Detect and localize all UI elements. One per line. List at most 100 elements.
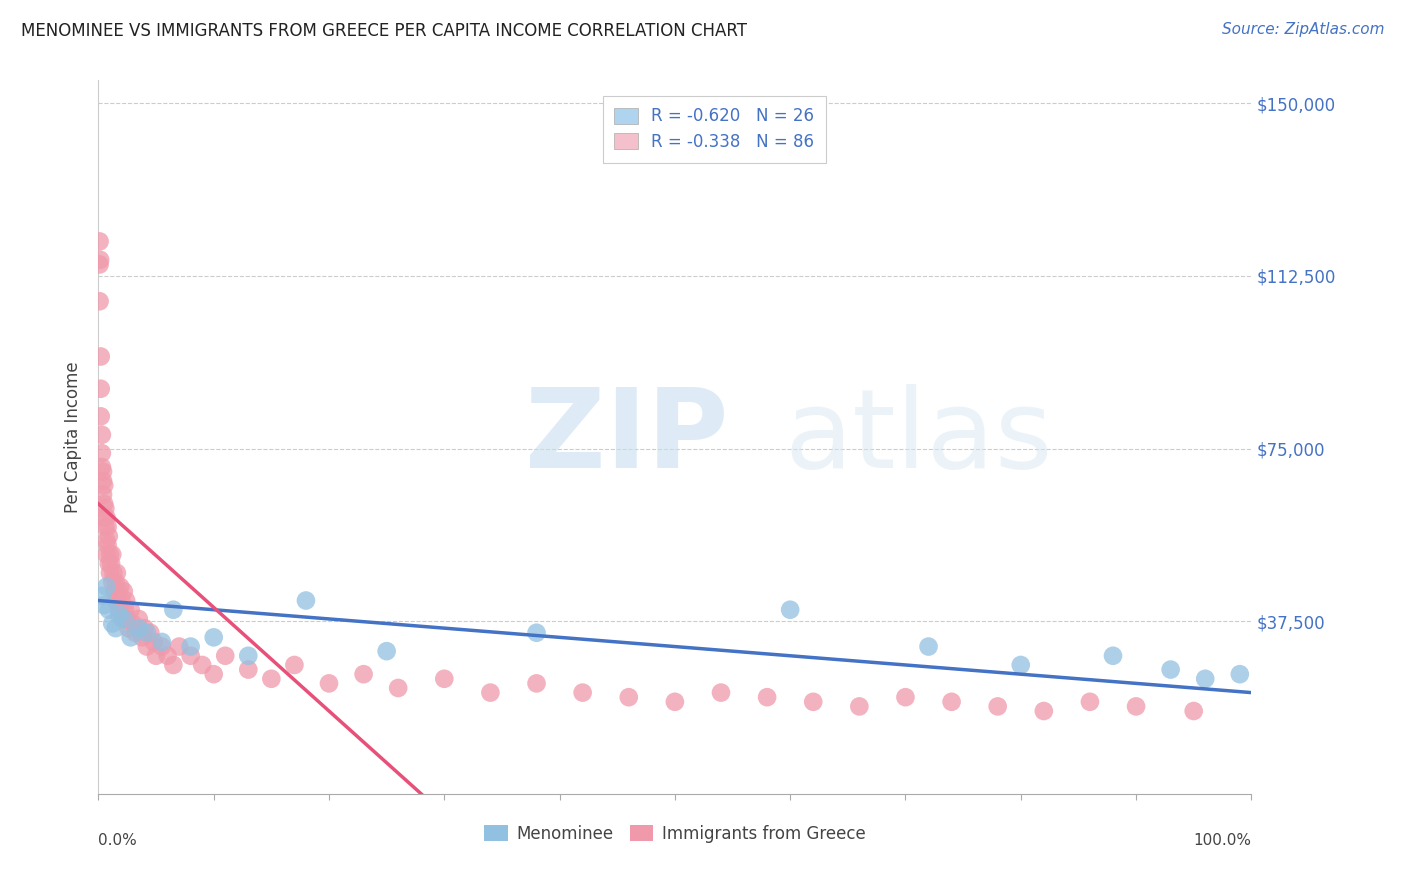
Point xyxy=(93,478,115,492)
Point xyxy=(104,593,127,607)
Point xyxy=(987,699,1010,714)
Point xyxy=(117,621,139,635)
Point xyxy=(112,612,135,626)
Point xyxy=(135,625,157,640)
Point xyxy=(97,529,120,543)
Point xyxy=(90,460,112,475)
Point xyxy=(142,635,165,649)
Point xyxy=(571,685,593,699)
Point xyxy=(90,427,112,442)
Point xyxy=(97,520,120,534)
Point xyxy=(101,548,124,562)
Point xyxy=(97,603,120,617)
Point xyxy=(128,621,150,635)
Text: ZIP: ZIP xyxy=(524,384,728,491)
Point xyxy=(100,557,122,571)
Point xyxy=(96,510,118,524)
Point xyxy=(91,465,114,479)
Point xyxy=(941,695,963,709)
Point xyxy=(617,690,640,705)
Point xyxy=(103,566,125,580)
Point xyxy=(1229,667,1251,681)
Point xyxy=(98,548,121,562)
Point xyxy=(162,657,184,672)
Point xyxy=(779,603,801,617)
Point xyxy=(917,640,939,654)
Text: 100.0%: 100.0% xyxy=(1194,833,1251,848)
Point xyxy=(145,648,167,663)
Point xyxy=(162,603,184,617)
Point xyxy=(387,681,409,695)
Point xyxy=(214,648,236,663)
Point xyxy=(108,603,131,617)
Point xyxy=(90,446,112,460)
Point xyxy=(260,672,283,686)
Point xyxy=(117,612,139,626)
Point xyxy=(107,584,129,599)
Point xyxy=(104,575,127,590)
Point xyxy=(353,667,375,681)
Point xyxy=(150,640,173,654)
Point xyxy=(108,607,131,622)
Point xyxy=(110,580,132,594)
Point xyxy=(112,584,135,599)
Point xyxy=(134,621,156,635)
Point xyxy=(1125,699,1147,714)
Text: atlas: atlas xyxy=(785,384,1053,491)
Point xyxy=(96,580,118,594)
Point xyxy=(101,616,124,631)
Point xyxy=(103,584,125,599)
Point xyxy=(180,648,202,663)
Point xyxy=(180,640,202,654)
Point xyxy=(94,520,117,534)
Point xyxy=(128,612,150,626)
Point xyxy=(93,598,115,612)
Point xyxy=(89,252,111,267)
Point xyxy=(150,635,173,649)
Text: Source: ZipAtlas.com: Source: ZipAtlas.com xyxy=(1222,22,1385,37)
Point xyxy=(114,603,136,617)
Point xyxy=(90,409,112,424)
Point xyxy=(238,648,260,663)
Point xyxy=(191,657,214,672)
Point xyxy=(1182,704,1205,718)
Point xyxy=(1032,704,1054,718)
Point xyxy=(89,294,111,309)
Point xyxy=(110,593,132,607)
Point xyxy=(894,690,917,705)
Point xyxy=(664,695,686,709)
Point xyxy=(97,538,120,552)
Point xyxy=(156,648,179,663)
Point xyxy=(202,631,225,645)
Point xyxy=(1078,695,1101,709)
Point xyxy=(848,699,870,714)
Point xyxy=(1102,648,1125,663)
Point xyxy=(120,631,142,645)
Point xyxy=(135,640,157,654)
Point xyxy=(120,603,142,617)
Point xyxy=(111,612,134,626)
Point xyxy=(283,657,305,672)
Point xyxy=(238,663,260,677)
Point xyxy=(104,621,127,635)
Point xyxy=(526,676,548,690)
Point xyxy=(801,695,824,709)
Point xyxy=(526,625,548,640)
Point xyxy=(295,593,318,607)
Point xyxy=(91,488,114,502)
Point xyxy=(124,625,146,640)
Point xyxy=(101,575,124,590)
Point xyxy=(90,589,112,603)
Point xyxy=(91,474,114,488)
Point xyxy=(94,501,117,516)
Point xyxy=(96,548,118,562)
Point xyxy=(710,685,733,699)
Point xyxy=(89,235,111,249)
Point xyxy=(97,557,120,571)
Point xyxy=(318,676,340,690)
Point xyxy=(105,566,128,580)
Point xyxy=(89,257,111,271)
Point xyxy=(1010,657,1032,672)
Point xyxy=(375,644,398,658)
Point xyxy=(93,510,115,524)
